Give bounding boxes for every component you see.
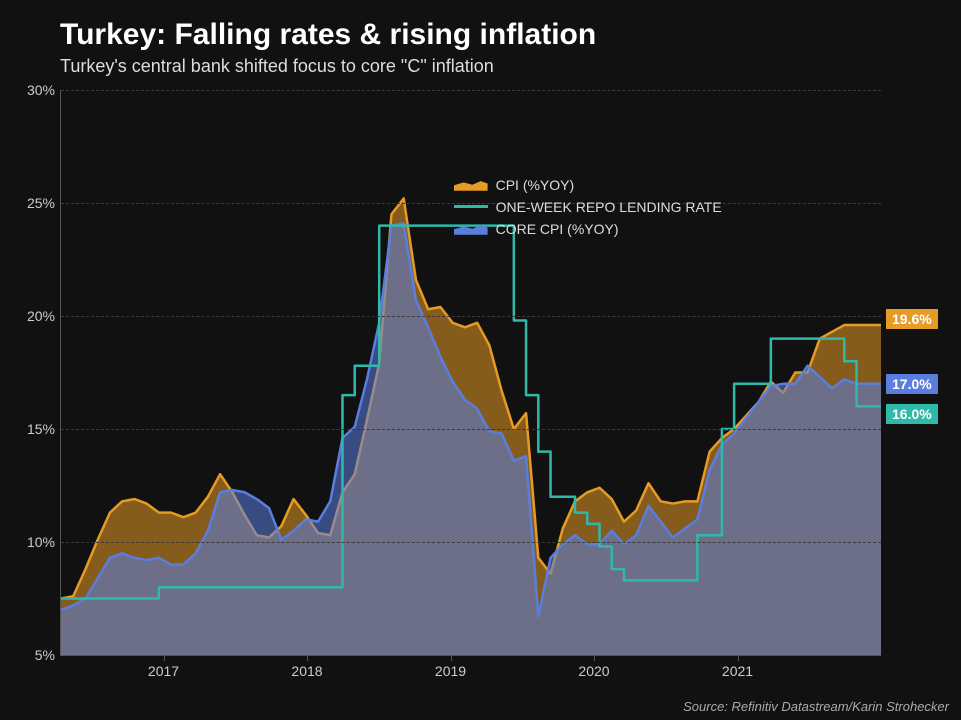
chart-subtitle: Turkey's central bank shifted focus to c… bbox=[60, 56, 494, 77]
x-axis-tick-mark bbox=[307, 655, 308, 661]
legend-label: ONE-WEEK REPO LENDING RATE bbox=[496, 199, 722, 215]
legend-line bbox=[454, 205, 488, 208]
x-axis-tick-mark bbox=[164, 655, 165, 661]
y-axis-tick: 30% bbox=[27, 82, 55, 98]
legend-swatch bbox=[454, 179, 488, 191]
y-axis-tick: 25% bbox=[27, 195, 55, 211]
y-axis-tick: 20% bbox=[27, 308, 55, 324]
gridline bbox=[61, 429, 881, 430]
y-axis-tick: 15% bbox=[27, 421, 55, 437]
legend-item: CORE CPI (%YOY) bbox=[454, 219, 722, 239]
gridline bbox=[61, 316, 881, 317]
x-axis-tick: 2019 bbox=[435, 663, 466, 679]
chart-title: Turkey: Falling rates & rising inflation bbox=[60, 18, 596, 52]
x-axis-tick-mark bbox=[594, 655, 595, 661]
series-end-label: 17.0% bbox=[886, 374, 938, 394]
legend-item: CPI (%YOY) bbox=[454, 175, 722, 195]
y-axis-tick: 10% bbox=[27, 534, 55, 550]
series-end-label: 16.0% bbox=[886, 404, 938, 424]
y-axis-tick: 5% bbox=[35, 647, 55, 663]
legend-label: CORE CPI (%YOY) bbox=[496, 221, 619, 237]
source-attribution: Source: Refinitiv Datastream/Karin Stroh… bbox=[683, 699, 949, 714]
x-axis-tick: 2021 bbox=[722, 663, 753, 679]
core-cpi-area bbox=[61, 223, 881, 655]
legend-label: CPI (%YOY) bbox=[496, 177, 575, 193]
x-axis-tick: 2020 bbox=[578, 663, 609, 679]
series-end-label: 19.6% bbox=[886, 309, 938, 329]
x-axis-tick-mark bbox=[738, 655, 739, 661]
legend-swatch bbox=[454, 223, 488, 235]
legend: CPI (%YOY) ONE-WEEK REPO LENDING RATE CORE… bbox=[454, 175, 722, 241]
gridline bbox=[61, 90, 881, 91]
x-axis-tick: 2017 bbox=[148, 663, 179, 679]
x-axis-tick-mark bbox=[451, 655, 452, 661]
gridline bbox=[61, 542, 881, 543]
legend-item: ONE-WEEK REPO LENDING RATE bbox=[454, 197, 722, 217]
x-axis-tick: 2018 bbox=[291, 663, 322, 679]
